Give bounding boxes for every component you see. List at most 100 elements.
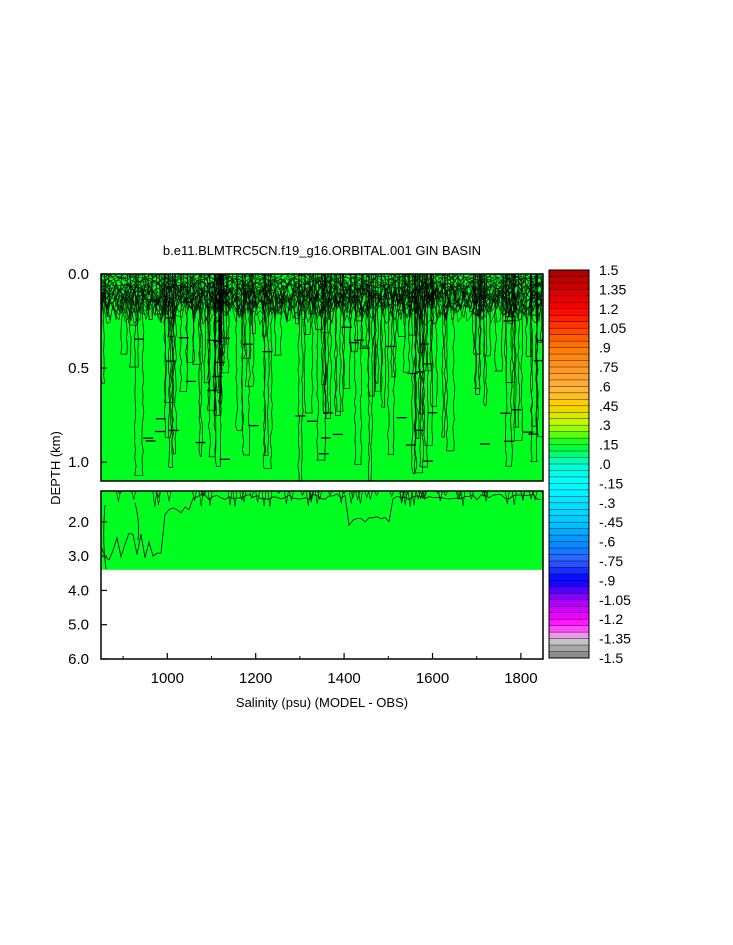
lower-drip-contour — [368, 491, 373, 500]
colorbar-band — [549, 431, 589, 439]
drip-contour — [374, 274, 383, 392]
colorbar-band — [549, 321, 589, 329]
colorbar-label: -.3 — [599, 495, 616, 511]
drip-contour — [474, 274, 481, 395]
colorbar-band — [549, 302, 589, 310]
drip-contour — [398, 274, 404, 311]
lower-drip-contour — [267, 491, 273, 507]
lower-drip-contour — [227, 491, 233, 506]
drip-contour — [215, 274, 225, 310]
drip-contour — [163, 274, 172, 438]
colorbar-band — [549, 418, 589, 426]
colorbar-band — [549, 457, 589, 465]
y-tick-label: 3.0 — [68, 548, 89, 565]
drip-contour — [273, 274, 283, 356]
drip-contour — [390, 274, 397, 378]
drip-contour — [429, 274, 438, 407]
lower-drip-contour — [339, 491, 344, 504]
lower-drip-contour — [438, 491, 443, 501]
drip-contour — [472, 274, 482, 355]
colorbar-band — [549, 308, 589, 316]
lower-drip-contour — [300, 491, 305, 497]
colorbar-band — [549, 586, 589, 594]
colorbar-band — [549, 341, 589, 348]
drip-contour — [419, 274, 429, 468]
drip-contour — [530, 274, 539, 462]
drip-contour — [422, 274, 434, 447]
colorbar-band — [549, 451, 589, 458]
x-tick-label: 1400 — [327, 670, 360, 687]
lower-drip-contour — [399, 491, 404, 504]
lower-panel-frame — [100, 490, 544, 660]
colorbar-label: -.15 — [599, 475, 623, 491]
lower-drip-contour — [249, 491, 254, 500]
drip-contour — [424, 274, 433, 372]
y-tick-label: 1.0 — [68, 454, 89, 471]
y-tick-label: 4.0 — [68, 582, 89, 599]
colorbar-band — [549, 509, 589, 517]
lower-edge-contour — [103, 504, 107, 569]
colorbar-band — [549, 399, 589, 407]
colorbar-band — [549, 612, 589, 620]
colorbar-band — [549, 270, 589, 277]
colorbar-label: .6 — [599, 378, 611, 394]
lower-drip-contour — [512, 491, 517, 506]
lower-drip-contour — [407, 491, 413, 507]
drip-contour — [293, 274, 301, 325]
colorbar-label: 1.35 — [599, 281, 626, 297]
lower-drip-contour — [389, 491, 394, 498]
colorbar-band — [549, 580, 589, 588]
lower-drip-contour — [481, 491, 487, 498]
colorbar-band — [549, 334, 589, 342]
lower-drip-contour — [532, 491, 538, 501]
drip-contour — [120, 274, 129, 355]
y-tick-label: 5.0 — [68, 617, 89, 634]
drip-contour — [483, 274, 492, 357]
drip-contour — [128, 274, 139, 326]
drip-contour — [198, 274, 203, 457]
drip-contour — [219, 274, 230, 374]
colorbar-band — [549, 502, 589, 510]
drip-contour — [367, 274, 374, 481]
lower-drip-contour — [239, 491, 244, 501]
lower-drip-contour — [350, 491, 356, 499]
drip-contour — [208, 274, 217, 458]
drip-contour — [444, 274, 452, 308]
colorbar-labels: 1.5 1.35 1.2 1.05 .9 .75 .6 .45 .3 .15 .0 -.15 -.3 -.… — [599, 262, 631, 666]
drip-contour — [235, 274, 244, 431]
drip-contour — [129, 274, 140, 368]
colorbar-band — [549, 632, 589, 639]
lower-drip-contour — [327, 491, 333, 496]
drip-contour — [342, 274, 352, 389]
colorbar-band — [549, 561, 589, 568]
lower-drip-contour — [156, 491, 161, 498]
colorbar-band — [549, 548, 589, 555]
y-tick-label: 6.0 — [68, 651, 89, 668]
colorbar-band — [549, 282, 589, 290]
colorbar-band — [549, 392, 589, 400]
colorbar-band — [549, 528, 589, 536]
drip-contour — [263, 274, 270, 457]
drip-contour — [222, 274, 228, 316]
colorbar-band — [549, 367, 589, 374]
drip-contour — [414, 274, 421, 439]
lower-drip-contour — [455, 491, 461, 500]
drip-contour — [158, 274, 163, 303]
drip-contour — [349, 274, 359, 353]
drip-contour — [320, 274, 328, 385]
lower-drip-contour — [289, 491, 294, 501]
colorbar-band — [549, 522, 589, 529]
drip-contour — [335, 274, 345, 412]
colorbar-band — [549, 489, 589, 497]
lower-drip-contour — [192, 491, 197, 501]
lower-drip-contour — [418, 491, 423, 500]
lower-drip-contour — [241, 491, 247, 503]
drip-contour — [374, 274, 380, 384]
colorbar-label: .0 — [599, 456, 611, 472]
colorbar-band — [549, 347, 589, 355]
drip-contour — [361, 274, 368, 347]
lower-drip-contour — [460, 491, 466, 507]
colorbar-band — [549, 276, 589, 284]
chart-title: b.e11.BLMTRC5CN.f19_g16.ORBITAL.001 GIN … — [163, 243, 481, 258]
colorbar-band — [549, 405, 589, 413]
